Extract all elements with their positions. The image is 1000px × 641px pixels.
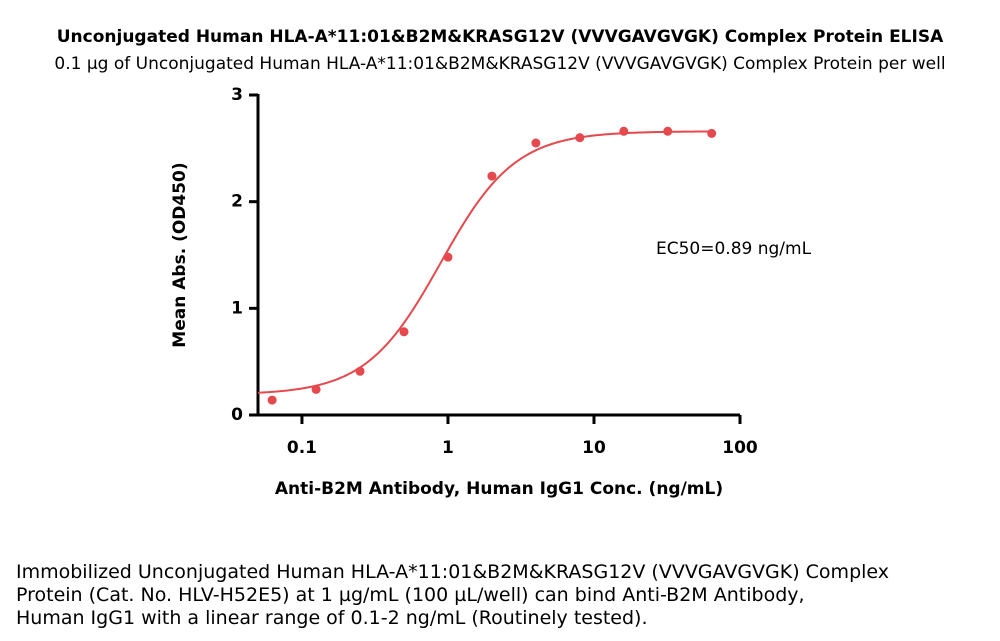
x-axis-label: Anti-B2M Antibody, Human IgG1 Conc. (ng/… [275,479,723,499]
x-tick-label: 100 [722,438,758,458]
caption: Immobilized Unconjugated Human HLA-A*11:… [16,561,889,630]
data-point [663,126,673,136]
x-tick-label: 10 [582,438,606,458]
data-point [267,395,277,405]
data-point [619,126,629,136]
x-tick-label: 1 [442,438,454,458]
data-point [355,366,365,376]
annotation: EC50=0.89 ng/mL [656,239,812,259]
data-point [399,327,409,337]
data-point [487,171,497,181]
data-point [575,133,585,143]
y-tick-label: 1 [231,298,243,318]
caption-line: Immobilized Unconjugated Human HLA-A*11:… [16,561,890,583]
chart: Unconjugated Human HLA-A*11:01&B2M&KRASG… [54,27,945,499]
data-point [531,138,541,148]
caption-line: Human IgG1 with a linear range of 0.1-2 … [16,607,648,629]
y-tick-label: 3 [231,85,243,105]
y-tick-label: 0 [231,405,243,425]
data-point [707,128,717,138]
chart-title: Unconjugated Human HLA-A*11:01&B2M&KRASG… [57,27,944,47]
data-point [311,384,321,394]
fit-curve [257,130,712,394]
data-point [443,252,453,262]
y-axis-label: Mean Abs. (OD450) [170,162,190,347]
chart-subtitle: 0.1 µg of Unconjugated Human HLA-A*11:01… [54,54,945,74]
x-tick-label: 0.1 [287,438,317,458]
caption-line: Protein (Cat. No. HLV-H52E5) at 1 µg/mL … [16,584,805,606]
y-tick-label: 2 [231,192,243,212]
